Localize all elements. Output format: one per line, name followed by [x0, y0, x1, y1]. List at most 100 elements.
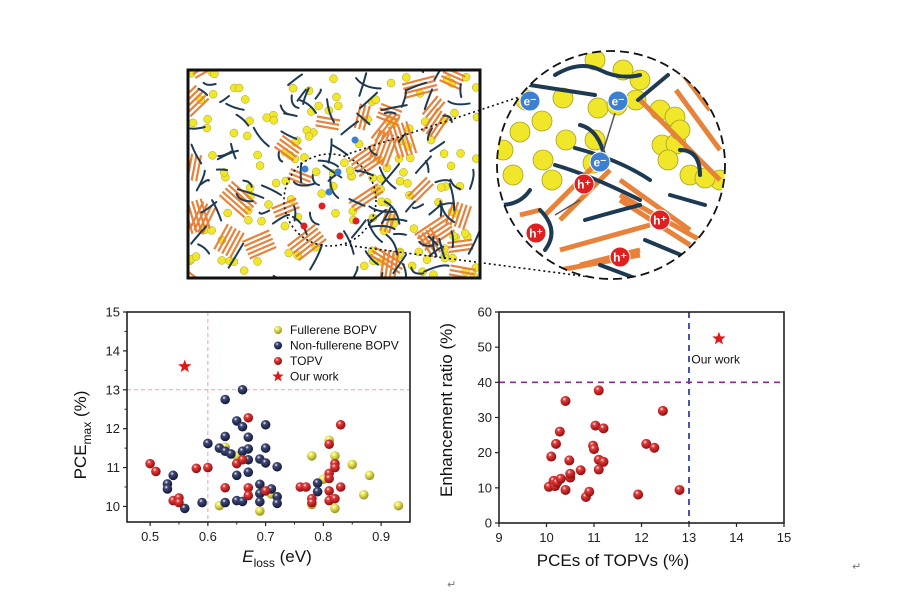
hole-icon	[573, 173, 595, 195]
polymer-chain	[392, 253, 407, 275]
electron-marker	[334, 168, 342, 176]
polymer-chain	[198, 179, 210, 187]
polymer-chain	[327, 138, 333, 164]
polymer-chain	[426, 127, 433, 141]
crystal-lamella	[229, 232, 245, 259]
polymer-chain	[450, 230, 455, 249]
crystal-lamella	[377, 116, 401, 145]
legend-label: Fullerene BOPV	[290, 323, 377, 337]
polymer-chain	[279, 104, 290, 116]
polymer-chain	[272, 274, 286, 278]
crystal-lamella	[186, 51, 206, 62]
fullerene-particle	[541, 169, 563, 191]
crystal-lamella	[188, 277, 198, 278]
electron-marker	[351, 136, 359, 144]
y-ticks: 10 11 12 13 14 15	[106, 305, 127, 514]
polymer-chain	[195, 169, 206, 192]
data-point	[220, 394, 230, 405]
polymer-chain	[553, 163, 642, 202]
crystal-lamella	[286, 223, 316, 247]
polymer-chain	[197, 87, 209, 96]
data-point	[335, 419, 346, 430]
crystal-lamella	[190, 70, 211, 72]
crystal-lamella	[190, 154, 198, 181]
polymer-chain	[434, 179, 453, 184]
crystal-lamella	[618, 177, 692, 233]
data-point	[324, 439, 334, 450]
polymer-chain	[583, 203, 642, 222]
crystal-lamella	[558, 168, 612, 222]
crystal-lamella	[188, 203, 194, 235]
fullerene-particle	[271, 178, 281, 188]
crystal-lamella	[440, 75, 463, 87]
plot-frame	[126, 311, 411, 523]
crystal-lamella	[439, 79, 461, 91]
polymer-chain	[439, 203, 443, 217]
electron-label: e⁻	[523, 95, 536, 109]
x-tick-label: 11	[587, 530, 601, 545]
polymer-chain	[358, 91, 378, 110]
y-tick-label: 40	[478, 375, 492, 390]
polymer-chain	[287, 73, 304, 87]
crystal-lamella	[407, 176, 428, 198]
data-point	[243, 482, 254, 493]
data-point	[174, 497, 184, 508]
data-point	[243, 432, 254, 443]
crystal-lamella	[316, 119, 340, 127]
crystal-stack	[315, 115, 341, 131]
data-point	[237, 384, 248, 395]
reference-lines	[127, 312, 410, 522]
data-point	[197, 497, 207, 508]
data-point	[237, 421, 248, 432]
polymer-chain	[202, 81, 217, 86]
x-tick-label: 0.6	[199, 529, 217, 544]
crystal-lamella	[447, 238, 473, 245]
data-point	[272, 498, 282, 509]
polymer-chain	[302, 87, 310, 106]
crystal-lamella	[559, 222, 651, 253]
polymer-chain	[538, 208, 554, 252]
data-point	[335, 482, 346, 492]
data-point	[347, 459, 358, 470]
crystal-lamella	[221, 227, 237, 255]
data-point	[674, 484, 685, 495]
data-point	[162, 484, 173, 494]
polymer-chain	[368, 146, 378, 156]
fullerene-particle	[472, 154, 480, 163]
crystal-lamella	[414, 214, 446, 236]
crystal-lamella	[421, 225, 453, 248]
polymer-chain	[235, 113, 250, 127]
legend-label: TOPV	[290, 354, 322, 368]
transfer-arrow	[554, 199, 581, 216]
crystal-lamella	[413, 183, 435, 204]
crystal-lamella	[370, 110, 394, 140]
crystal-stack	[407, 176, 435, 204]
crystal-lamella	[428, 101, 446, 121]
morphology-schematic: e⁻ e⁻e⁻h⁺h⁺h⁺h⁺	[186, 50, 726, 280]
data-point	[330, 451, 340, 461]
polymer-chain	[678, 148, 702, 177]
data-point	[243, 490, 254, 501]
magnified-inset-outline	[496, 50, 726, 280]
fullerene-particle	[208, 151, 217, 160]
crystal-lamella	[188, 84, 197, 105]
data-point	[649, 442, 660, 453]
crystal-lamella	[315, 124, 339, 131]
polymer-chain	[418, 240, 434, 247]
paragraph-mark: ↵	[447, 578, 457, 591]
y-ticks: 0 10 20 30 40 50 60	[478, 305, 499, 531]
data-point	[565, 468, 576, 479]
polymer-chain	[423, 88, 434, 111]
fullerene-particle	[334, 101, 343, 111]
polymer-chain	[447, 100, 471, 106]
crystal-lamella	[279, 138, 300, 155]
crystal-lamella	[249, 245, 277, 260]
data-point	[307, 497, 317, 508]
crystal-lamella	[297, 238, 327, 262]
crystal-lamella	[225, 230, 241, 257]
fullerene-particle	[450, 108, 459, 118]
fullerene-particle	[253, 257, 262, 266]
polymer-chain	[423, 264, 450, 273]
polymer-chain	[424, 160, 430, 173]
x-tick-label: 0.5	[141, 529, 159, 544]
